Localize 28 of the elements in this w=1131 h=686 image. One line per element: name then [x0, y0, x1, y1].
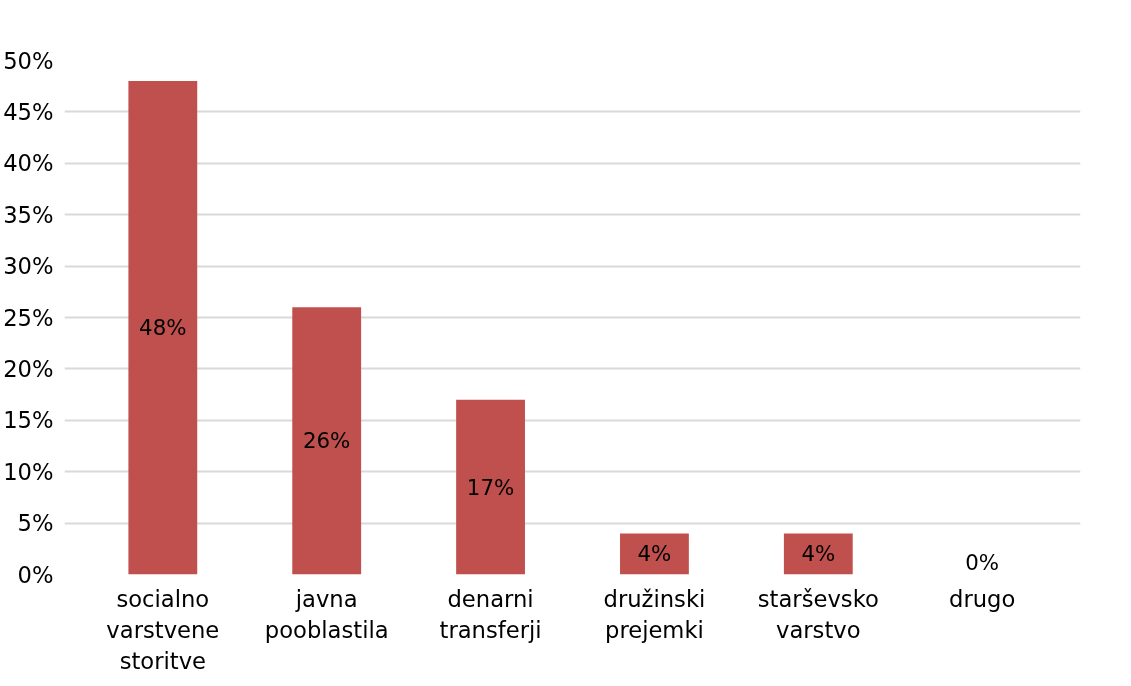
bar — [620, 533, 689, 575]
data-label: 4% — [801, 541, 836, 567]
y-tick-label: 35% — [3, 201, 54, 228]
x-tick-label: drugo — [949, 585, 1016, 612]
y-tick-label: 50% — [3, 47, 54, 74]
bar — [456, 399, 525, 575]
x-tick-label: javna pooblastila — [264, 585, 389, 643]
y-tick-label: 5% — [17, 510, 54, 537]
x-tick-label: družinski prejemki — [603, 585, 706, 643]
y-tick-label: 40% — [3, 150, 54, 177]
y-tick-label: 15% — [3, 407, 54, 434]
data-label: 17% — [466, 474, 515, 500]
data-label: 0% — [965, 550, 1000, 575]
x-tick-label: denarni transferji — [439, 585, 542, 643]
x-tick-label: starševsko varstvo — [757, 585, 879, 643]
y-tick-label: 0% — [17, 561, 54, 588]
x-tick-label: socialno varstvene storitve — [106, 585, 220, 674]
bar — [128, 81, 198, 575]
y-tick-label: 25% — [3, 304, 54, 331]
y-tick-label: 45% — [3, 98, 54, 125]
data-label: 26% — [302, 428, 351, 454]
data-label: 4% — [637, 541, 672, 567]
bar — [292, 307, 362, 575]
data-label: 48% — [139, 315, 187, 341]
y-tick-label: 20% — [3, 355, 54, 382]
y-tick-label: 10% — [3, 458, 54, 485]
y-tick-label: 30% — [3, 253, 54, 280]
bar — [783, 533, 853, 575]
